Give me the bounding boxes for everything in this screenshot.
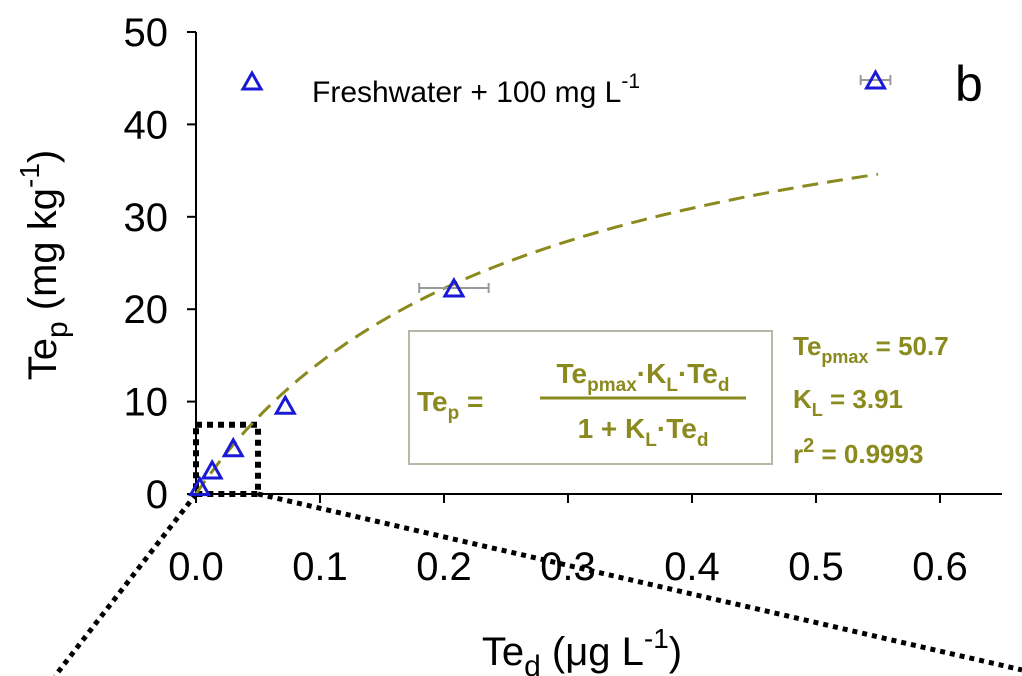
x-tick-label: 0.4 [664,545,720,589]
y-tick-label: 40 [124,103,169,147]
y-tick-label: 0 [146,473,168,517]
data-points [188,68,892,497]
data-point [863,68,888,90]
fit-parameters: Tepmax = 50.7 KL = 3.91 r2 = 0.9993 [793,331,949,469]
legend-label: Freshwater + 100 mg L-1 [312,70,640,109]
data-point [221,436,245,458]
fit-curve [194,172,879,495]
param-tepmax: Tepmax = 50.7 [793,331,949,367]
panel-label: b [955,56,983,112]
param-r2: r2 = 0.9993 [793,435,923,469]
y-tick-label: 30 [124,196,169,240]
x-tick-label: 0.0 [168,545,224,589]
y-axis-title: Tep (mg kg-1) [14,150,74,381]
fit-line [194,172,879,495]
x-tick-label: 0.3 [540,545,596,589]
x-tick-label: 0.6 [912,545,968,589]
legend: Freshwater + 100 mg L-1 [240,69,640,109]
y-tick-label: 50 [124,11,169,55]
zoom-connector-right [257,491,1022,673]
zoom-inset [53,421,1022,676]
equation-numerator: Tepmax·KL·Ted [557,358,730,396]
x-tick-label: 0.5 [788,545,844,589]
equation-lhs: Tep = [417,386,483,424]
x-tick-label: 0.1 [292,545,348,589]
param-kl: KL = 3.91 [793,384,903,420]
data-point [442,276,466,298]
equation-box: Tep = Tepmax·KL·Ted 1 + KL·Ted [408,330,773,465]
data-point [200,458,224,480]
y-tick-label: 20 [124,288,169,332]
x-tick-label: 0.2 [416,545,472,589]
equation-denominator: 1 + KL·Ted [578,413,709,451]
data-point [273,394,297,415]
x-axis-title: Ted (μg L-1) [482,623,682,676]
legend-marker [240,69,264,91]
axes: 0.0 0.1 0.2 0.3 0.4 0.5 0.6 0 10 20 30 40 50 [124,11,1002,589]
y-tick-label: 10 [124,381,169,425]
zoom-connector-left [53,492,198,676]
data-point [188,475,212,497]
